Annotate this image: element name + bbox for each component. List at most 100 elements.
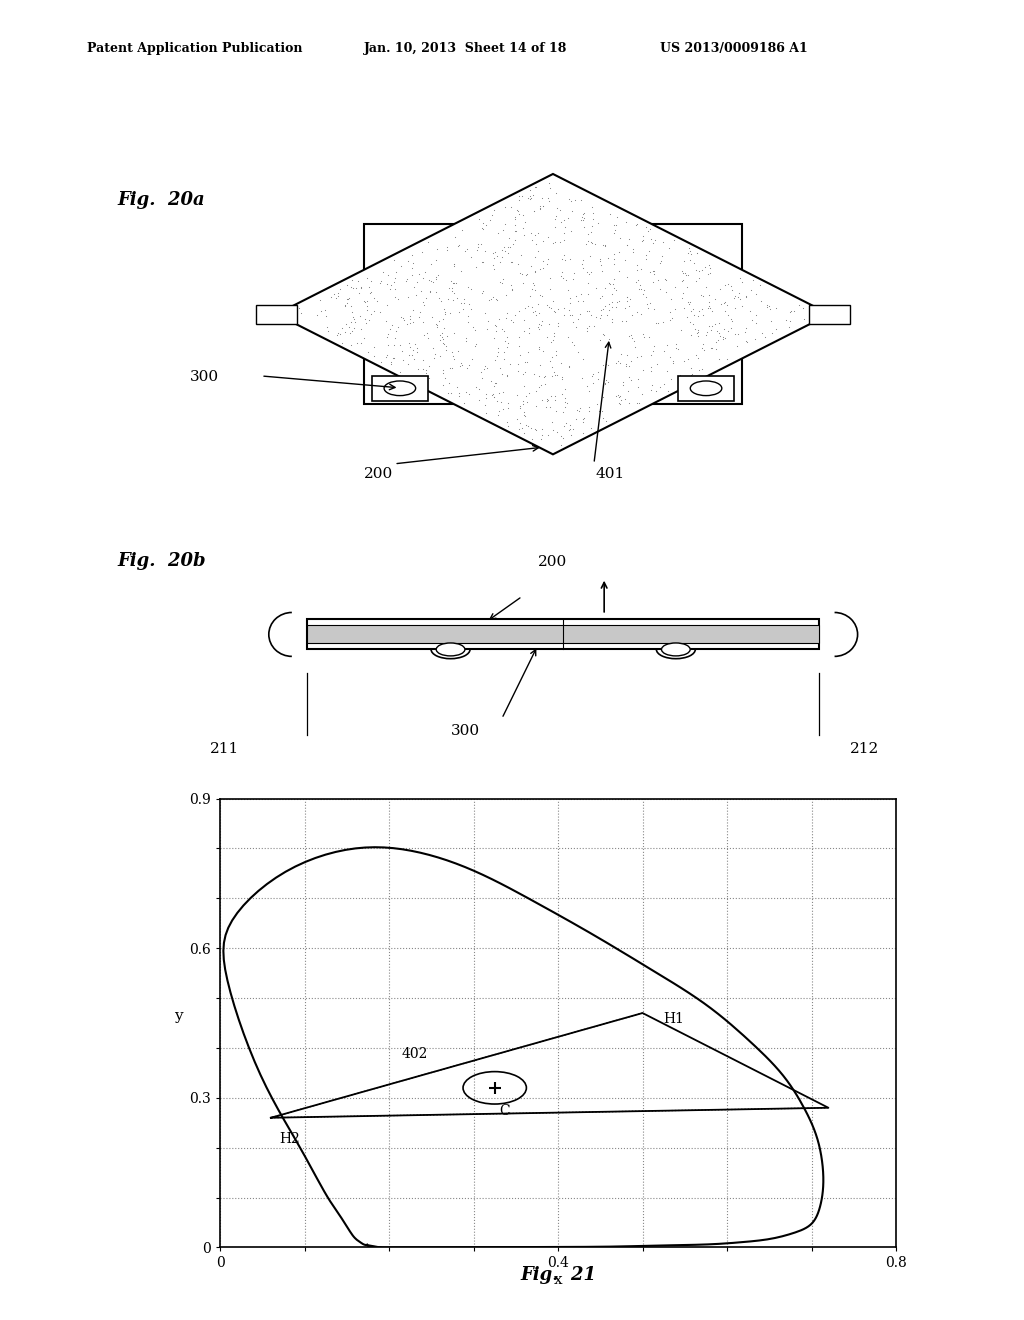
- Point: [488, 346, 505, 367]
- Point: [449, 376, 465, 397]
- Point: [618, 345, 635, 366]
- Point: [659, 380, 676, 401]
- Point: [699, 322, 716, 343]
- Text: 200: 200: [539, 556, 567, 569]
- Point: [573, 206, 590, 227]
- Point: [666, 350, 682, 371]
- Point: [731, 289, 748, 310]
- Point: [629, 214, 645, 235]
- Point: [487, 315, 504, 337]
- Point: [700, 297, 717, 318]
- Point: [507, 220, 523, 242]
- Point: [571, 400, 588, 421]
- Point: [467, 319, 483, 341]
- Point: [655, 232, 672, 253]
- Point: [645, 341, 662, 362]
- Point: [474, 218, 490, 239]
- Point: [742, 279, 759, 300]
- Point: [716, 319, 732, 341]
- Point: [606, 268, 623, 289]
- Point: [383, 275, 399, 296]
- Point: [337, 294, 353, 315]
- Point: [461, 293, 477, 314]
- Point: [415, 267, 431, 288]
- Point: [517, 351, 534, 372]
- Point: [732, 267, 749, 288]
- Point: [680, 265, 696, 286]
- Point: [461, 355, 477, 376]
- Point: [687, 345, 703, 366]
- Point: [567, 189, 584, 210]
- Point: [597, 374, 613, 395]
- Point: [513, 244, 529, 265]
- Point: [555, 401, 571, 422]
- Point: [372, 301, 388, 322]
- Point: [444, 290, 461, 312]
- Point: [621, 392, 637, 413]
- Point: [563, 191, 580, 213]
- Point: [546, 325, 562, 346]
- Point: [695, 334, 712, 355]
- Point: [574, 290, 591, 312]
- Point: [521, 185, 538, 206]
- Text: Jan. 10, 2013  Sheet 14 of 18: Jan. 10, 2013 Sheet 14 of 18: [364, 42, 567, 55]
- Point: [403, 257, 420, 279]
- Point: [640, 326, 656, 347]
- Point: [544, 411, 560, 432]
- Point: [520, 296, 537, 317]
- Point: [595, 323, 611, 345]
- Point: [701, 261, 718, 282]
- Point: [427, 314, 443, 335]
- Point: [701, 296, 718, 317]
- Point: [443, 383, 460, 404]
- Point: [431, 288, 447, 309]
- Point: [653, 246, 670, 267]
- Point: [609, 292, 626, 313]
- Point: [562, 424, 579, 445]
- Point: [456, 293, 472, 314]
- Point: [688, 271, 705, 292]
- Point: [423, 253, 439, 275]
- Point: [614, 375, 631, 396]
- Point: [547, 301, 563, 322]
- Point: [500, 364, 516, 385]
- Point: [594, 261, 610, 282]
- Point: [523, 417, 540, 438]
- Point: [511, 301, 527, 322]
- Point: [477, 242, 494, 263]
- Point: [475, 252, 492, 273]
- Point: [629, 255, 645, 276]
- Point: [403, 345, 420, 366]
- Point: [427, 343, 443, 364]
- Point: [404, 300, 421, 321]
- Point: [488, 290, 505, 312]
- Point: [564, 268, 581, 289]
- Point: [394, 308, 411, 329]
- Point: [499, 366, 515, 387]
- Point: [682, 249, 698, 271]
- Point: [538, 366, 554, 387]
- Point: [525, 201, 542, 222]
- Point: [681, 312, 697, 333]
- Point: [459, 239, 475, 260]
- Point: [334, 333, 350, 354]
- Point: [519, 264, 536, 285]
- Point: [496, 321, 512, 342]
- Point: [690, 260, 707, 281]
- Point: [603, 290, 620, 312]
- Point: [554, 383, 570, 404]
- Point: [553, 265, 569, 286]
- Point: [617, 297, 634, 318]
- Point: [510, 203, 526, 224]
- Point: [424, 306, 440, 327]
- Point: [489, 342, 506, 363]
- Point: [590, 362, 606, 383]
- Point: [404, 339, 421, 360]
- Point: [690, 326, 707, 347]
- Point: [556, 244, 572, 265]
- Point: [675, 263, 691, 284]
- Point: [658, 334, 675, 355]
- Point: [526, 201, 543, 222]
- Point: [552, 232, 568, 253]
- Point: [344, 269, 360, 290]
